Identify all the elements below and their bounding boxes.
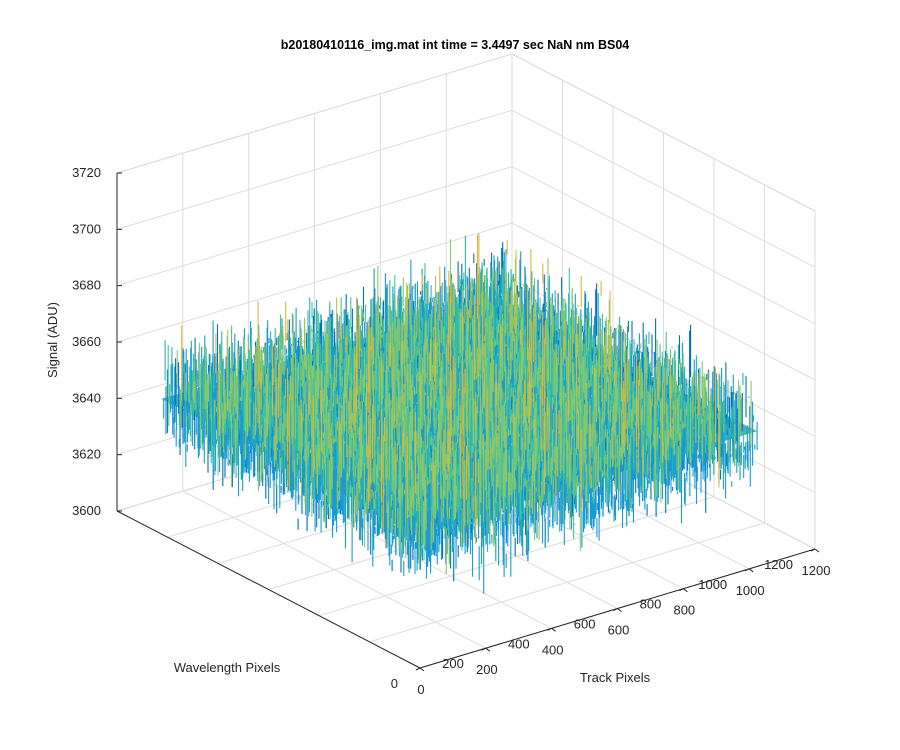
x-tick — [415, 667, 421, 671]
z-tick-label: 3700 — [72, 221, 101, 236]
y-tick-label: 600 — [574, 617, 596, 632]
wall-grid-line — [116, 166, 513, 287]
z-axis-label: Signal (ADU) — [45, 302, 60, 378]
y-tick-label: 0 — [391, 676, 398, 691]
x-tick — [810, 548, 816, 552]
x-tick — [744, 568, 750, 572]
surface-spikes — [181, 233, 720, 545]
z-tick-label: 3620 — [72, 447, 101, 462]
y-tick — [617, 608, 622, 612]
wall-grid-line — [116, 53, 513, 174]
y-tick — [683, 588, 688, 593]
y-axis-label: Wavelength Pixels — [174, 660, 281, 675]
z-tick-label: 3720 — [72, 165, 101, 180]
z-tick-label: 3600 — [72, 503, 101, 518]
wall-grid-line — [116, 222, 513, 343]
x-tick-label: 200 — [476, 662, 498, 677]
wall-grid-line — [116, 109, 513, 230]
floor-grid-line — [318, 496, 715, 617]
x-tick — [679, 588, 684, 592]
x-tick-label: 800 — [673, 603, 695, 618]
y-tick-label: 1000 — [698, 577, 727, 592]
surface-data — [160, 233, 758, 594]
y-tick — [748, 568, 754, 573]
x-tick-label: 400 — [542, 642, 564, 657]
y-tick — [551, 627, 556, 632]
x-tick-label: 0 — [417, 682, 424, 697]
surface-spikes — [176, 239, 752, 574]
wall-grid-line — [511, 109, 816, 268]
y-tick-label: 200 — [442, 656, 464, 671]
x-tick-label: 1200 — [802, 563, 831, 578]
y-tick — [419, 667, 425, 672]
x-tick — [613, 608, 618, 611]
x-axis-label: Track Pixels — [580, 670, 651, 685]
wall-grid-line — [511, 166, 816, 325]
z-tick-label: 3680 — [72, 278, 101, 293]
chart-title: b20180410116_img.mat int time = 3.4497 s… — [281, 38, 630, 52]
wall-grid-line — [511, 53, 816, 212]
x-tick-label: 600 — [608, 623, 630, 638]
y-tick-label: 400 — [508, 636, 530, 651]
wall-grid-line — [511, 278, 816, 437]
wall-grid-line — [511, 222, 816, 381]
z-tick-label: 3660 — [72, 334, 101, 349]
z-axis-ticks: 3600 3620 3640 3660 3680 3700 3720 — [72, 165, 122, 518]
y-tick — [485, 647, 491, 652]
x-tick-label: 1000 — [736, 583, 765, 598]
y-tick — [814, 548, 820, 553]
y-tick-label: 1200 — [764, 557, 793, 572]
y-axis-line — [116, 510, 421, 669]
x-tick — [481, 647, 487, 651]
floor-grid-line — [369, 522, 765, 643]
z-tick-label: 3640 — [72, 390, 101, 405]
y-tick-label: 800 — [640, 597, 662, 612]
x-tick — [547, 627, 552, 631]
